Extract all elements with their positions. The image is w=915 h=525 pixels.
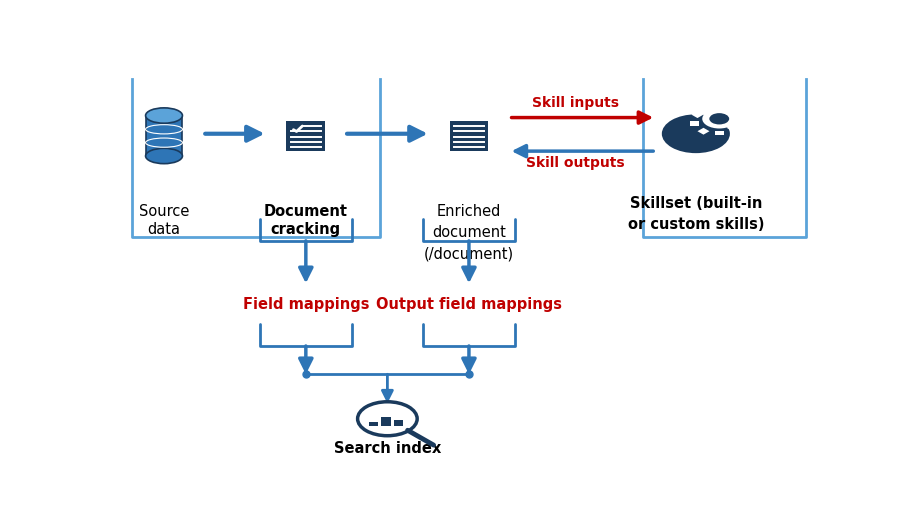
Circle shape <box>709 113 729 124</box>
Text: Skill inputs: Skill inputs <box>532 97 619 110</box>
Circle shape <box>358 402 417 436</box>
Bar <box>720 108 733 114</box>
Bar <box>697 128 709 134</box>
Bar <box>727 124 738 131</box>
Circle shape <box>702 109 737 129</box>
Text: Document
cracking: Document cracking <box>264 205 348 237</box>
Bar <box>706 107 715 112</box>
Text: Skill outputs: Skill outputs <box>526 156 625 170</box>
Bar <box>715 131 724 135</box>
Text: Output field mappings: Output field mappings <box>376 298 562 312</box>
FancyBboxPatch shape <box>286 121 325 151</box>
FancyBboxPatch shape <box>145 116 182 156</box>
Text: Field mappings: Field mappings <box>242 298 369 312</box>
Bar <box>394 420 404 426</box>
Bar <box>731 117 740 121</box>
Text: Search index: Search index <box>334 441 441 456</box>
Ellipse shape <box>145 108 182 123</box>
Bar <box>369 422 379 426</box>
Text: Skillset (built-in
or custom skills): Skillset (built-in or custom skills) <box>628 196 764 233</box>
Ellipse shape <box>145 148 182 164</box>
Circle shape <box>662 114 730 153</box>
Text: Source
data: Source data <box>139 205 189 237</box>
Bar <box>690 121 699 126</box>
Bar <box>382 417 391 426</box>
Bar <box>692 111 704 118</box>
FancyBboxPatch shape <box>449 121 489 151</box>
Text: Enriched
document
(/document): Enriched document (/document) <box>424 205 514 261</box>
